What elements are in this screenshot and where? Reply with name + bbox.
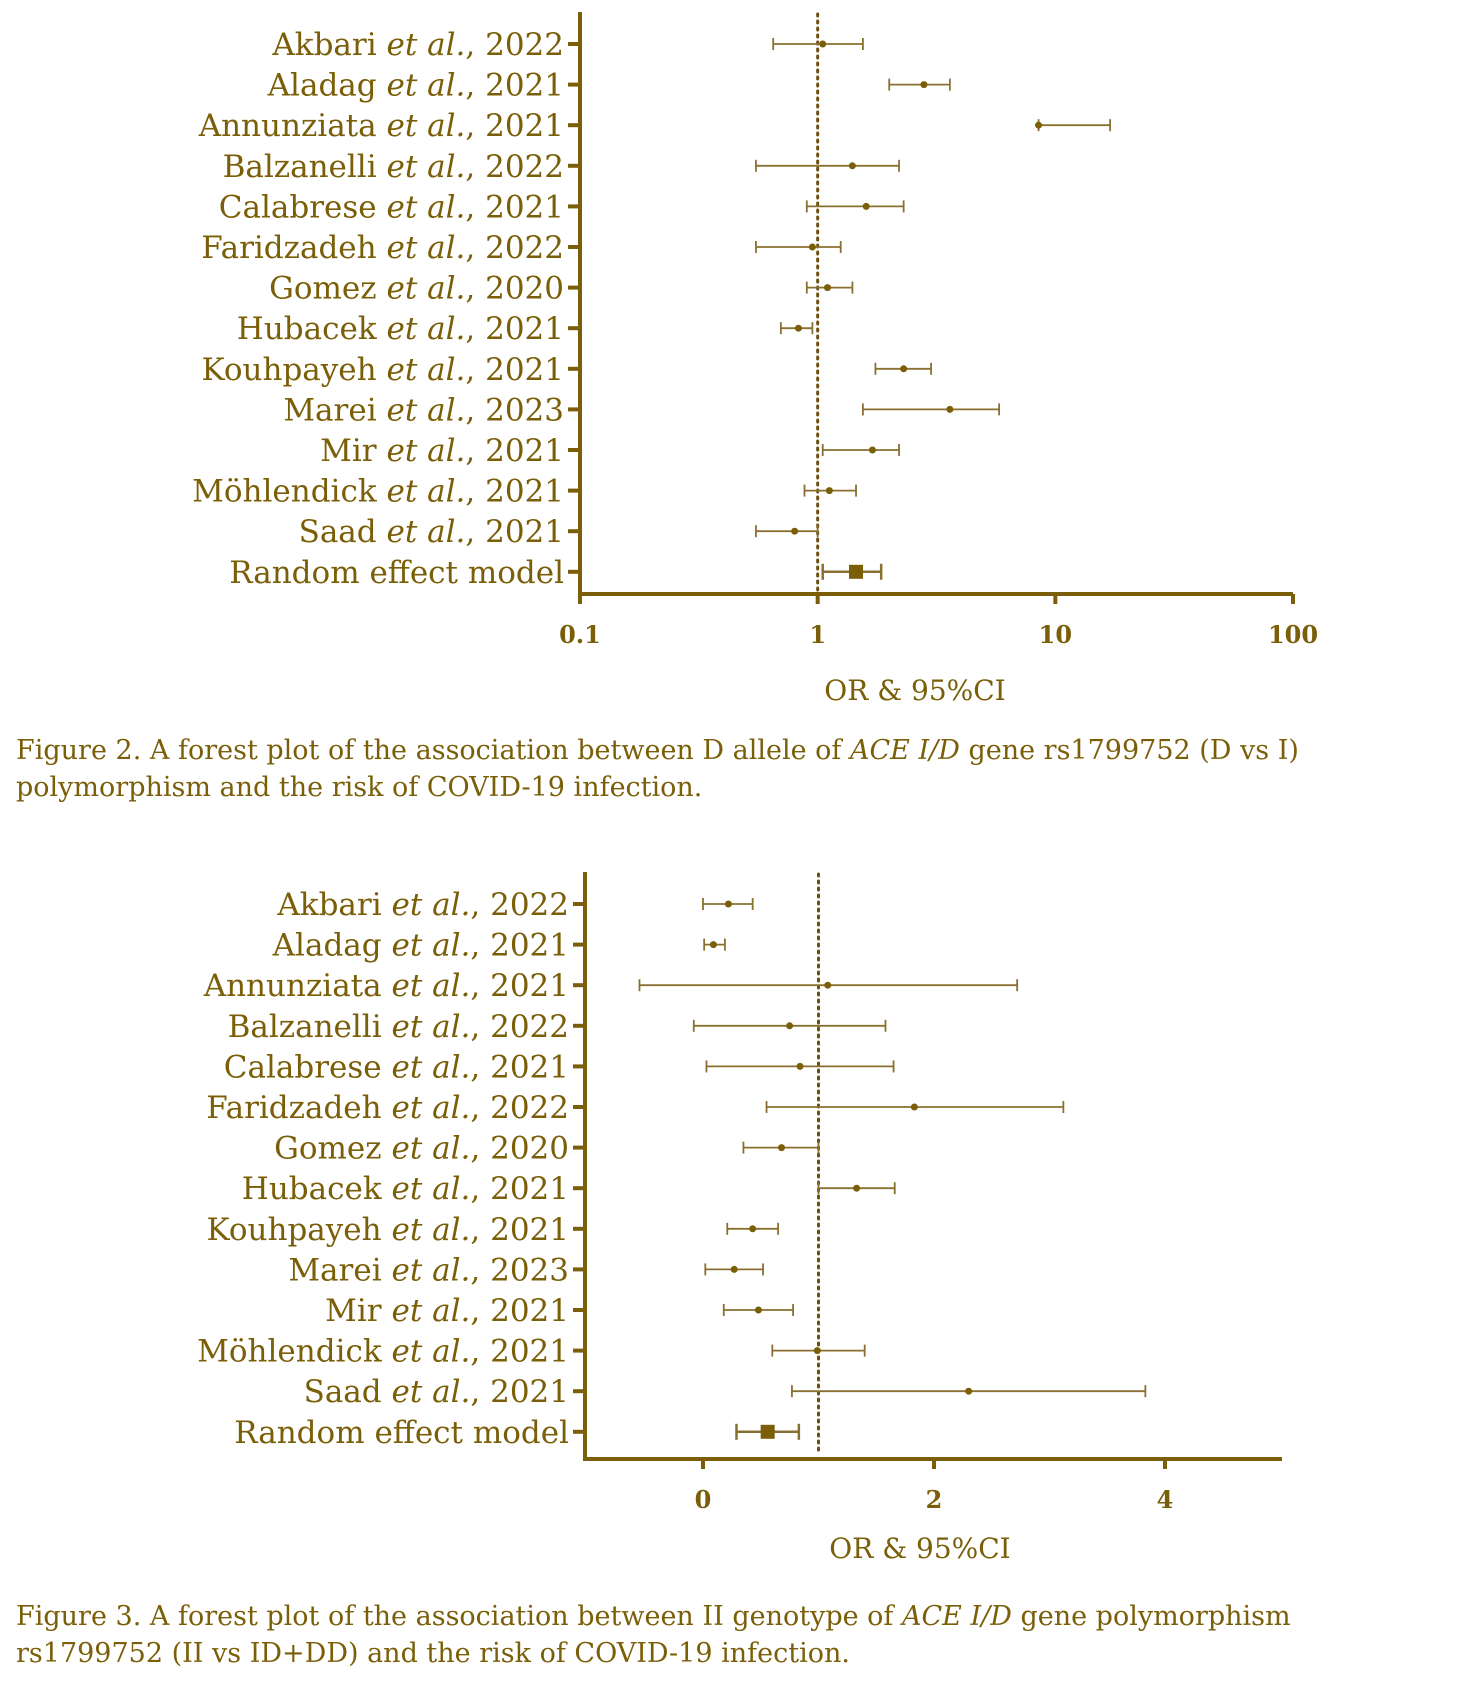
study-label: Balzanelli et al., 2022: [228, 1009, 569, 1045]
study-label: Möhlendick et al., 2021: [192, 474, 564, 510]
point-estimate: [862, 202, 870, 210]
point-estimate: [791, 527, 799, 535]
point-estimate: [965, 1387, 973, 1395]
point-estimate: [900, 365, 908, 373]
point-estimate: [724, 900, 732, 908]
point-estimate: [730, 1265, 738, 1273]
study-label: Akbari et al., 2022: [276, 887, 569, 923]
study-label: Faridzadeh et al., 2022: [206, 1090, 569, 1126]
study-label: Random effect model: [234, 1415, 569, 1451]
point-estimate: [824, 981, 832, 989]
pooled-estimate-square: [760, 1424, 775, 1439]
figure-3-caption: Figure 3. A forest plot of the associati…: [16, 1601, 1291, 1669]
pooled-estimate-square: [849, 564, 864, 579]
point-estimate: [824, 284, 832, 292]
study-label: Saad et al., 2021: [304, 1374, 569, 1410]
study-label: Hubacek et al., 2021: [237, 311, 564, 347]
point-estimate: [796, 1062, 804, 1070]
study-label: Möhlendick et al., 2021: [197, 1334, 569, 1370]
study-label: Random effect model: [229, 555, 564, 591]
study-label: Annunziata et al., 2021: [198, 108, 564, 144]
x-tick-label: 0.1: [559, 620, 601, 649]
point-estimate: [853, 1184, 861, 1192]
x-tick-label: 10: [1039, 620, 1072, 649]
study-label: Saad et al., 2021: [299, 514, 564, 550]
study-label: Akbari et al., 2022: [271, 27, 564, 63]
x-tick-label: 100: [1268, 620, 1318, 649]
study-label: Faridzadeh et al., 2022: [201, 230, 564, 266]
study-label: Balzanelli et al., 2022: [223, 149, 564, 185]
x-axis-title: OR & 95%CI: [829, 1532, 1010, 1565]
study-label: Calabrese et al., 2021: [219, 189, 564, 225]
study-label: Gomez et al., 2020: [269, 271, 564, 307]
point-estimate: [825, 487, 833, 495]
forest-plot-3: 0 2 4 OR & 95%CI Akbari et al., 2022 Aladag e…: [197, 872, 1282, 1565]
point-estimate: [1035, 121, 1043, 129]
point-estimate: [786, 1022, 794, 1030]
point-estimate: [910, 1103, 918, 1111]
study-label: Marei et al., 2023: [288, 1252, 569, 1288]
study-label: Marei et al., 2023: [283, 392, 564, 428]
point-estimate: [749, 1225, 757, 1233]
study-label: Mir et al., 2021: [325, 1293, 569, 1329]
study-label: Annunziata et al., 2021: [203, 968, 569, 1004]
x-tick-label: 0: [695, 1485, 712, 1514]
point-estimate: [920, 81, 928, 89]
point-estimate: [808, 243, 816, 251]
point-estimate: [794, 324, 802, 332]
x-tick-label: 4: [1157, 1485, 1174, 1514]
point-estimate: [754, 1306, 762, 1314]
point-estimate: [778, 1144, 786, 1152]
point-estimate: [848, 162, 856, 170]
figure-2-caption: Figure 2. A forest plot of the associati…: [16, 735, 1299, 803]
point-estimate: [819, 40, 827, 48]
study-label: Hubacek et al., 2021: [242, 1171, 569, 1207]
study-label: Kouhpayeh et al., 2021: [202, 352, 564, 388]
point-estimate: [946, 405, 954, 413]
forest-plot-2: 0.1 1 10 100 OR & 95%CI Akbari et al., 2022 Al…: [192, 12, 1318, 707]
study-label: Calabrese et al., 2021: [224, 1049, 569, 1085]
x-tick-label: 1: [809, 620, 826, 649]
point-estimate: [813, 1347, 821, 1355]
study-label: Aladag et al., 2021: [267, 68, 564, 104]
study-label: Kouhpayeh et al., 2021: [207, 1212, 569, 1248]
x-axis-title: OR & 95%CI: [824, 674, 1005, 707]
study-label: Mir et al., 2021: [320, 433, 564, 469]
x-tick-label: 2: [926, 1485, 943, 1514]
point-estimate: [868, 446, 876, 454]
point-estimate: [709, 941, 717, 949]
study-label: Gomez et al., 2020: [274, 1131, 569, 1167]
study-label: Aladag et al., 2021: [272, 928, 569, 964]
